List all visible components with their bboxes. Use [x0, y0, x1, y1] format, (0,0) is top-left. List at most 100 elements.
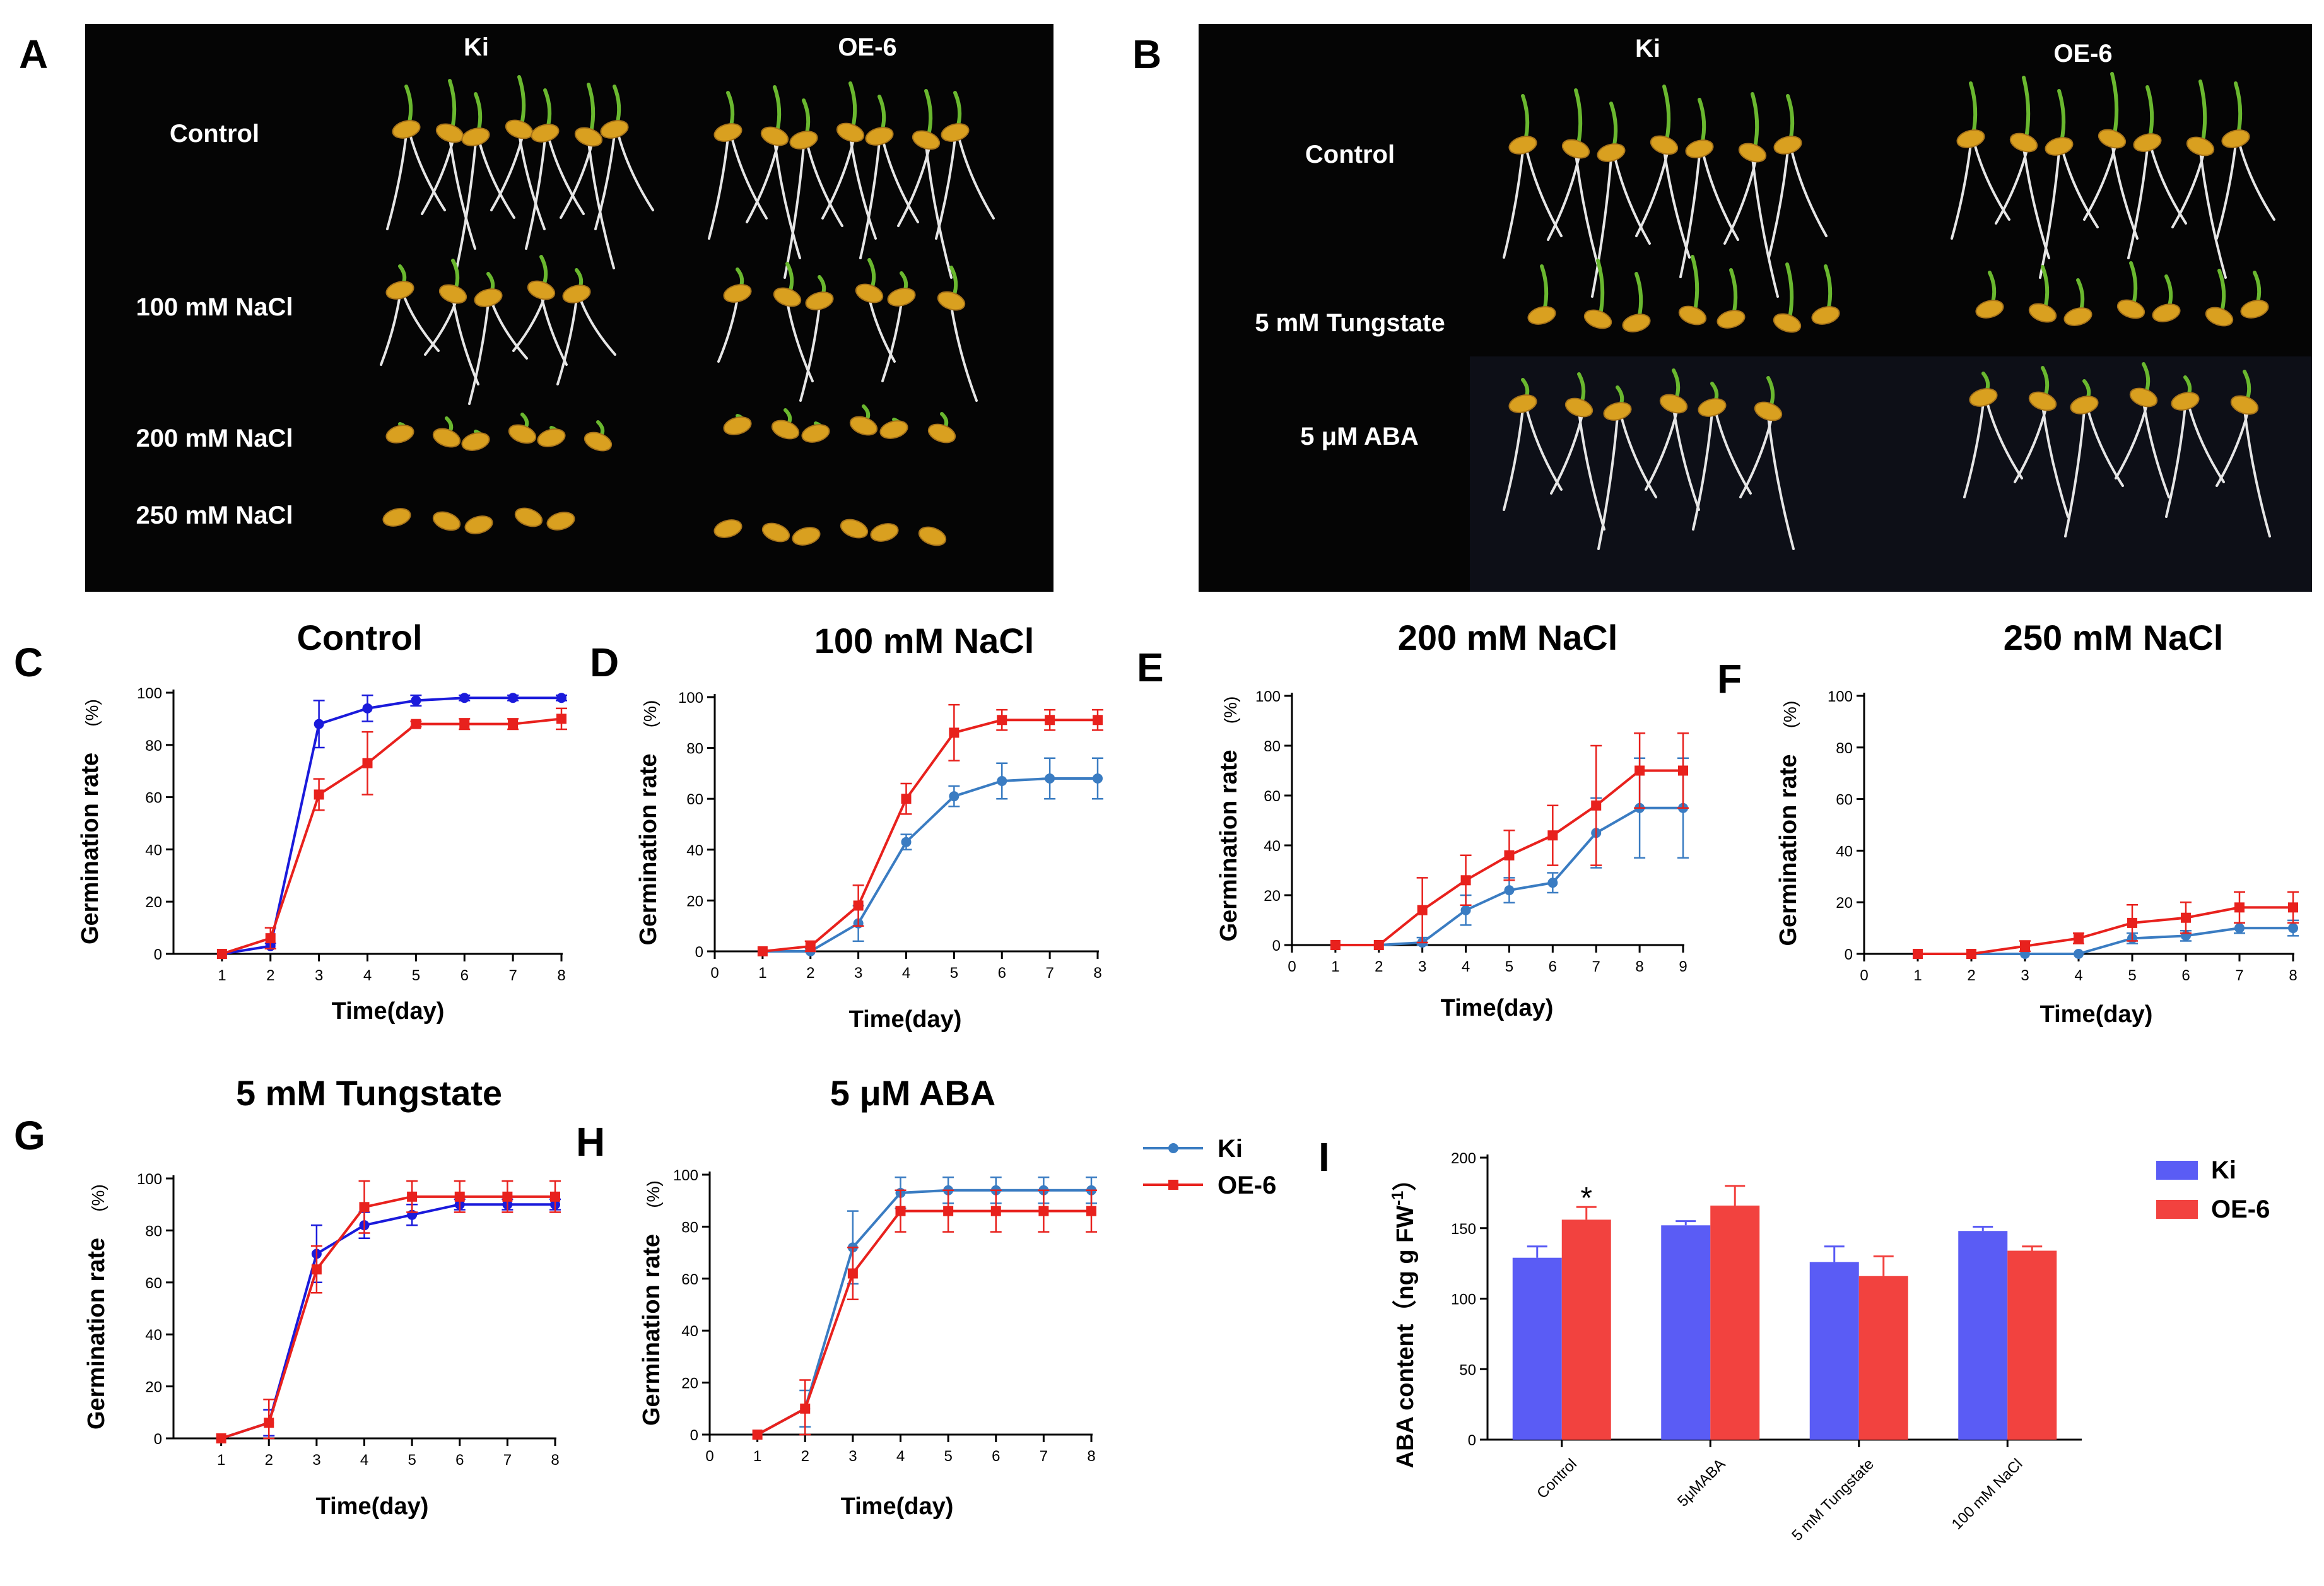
x-tick-label: 4 — [363, 967, 372, 984]
bar-oe-6 — [1858, 1276, 1908, 1440]
root-shape — [897, 144, 931, 227]
x-tick-label: 8 — [551, 1452, 559, 1469]
root-shape — [1635, 149, 1669, 237]
root-shape — [1614, 156, 1651, 245]
root-shape — [2199, 150, 2227, 279]
root-shape — [925, 144, 953, 279]
shoot-shape — [1969, 81, 1978, 136]
data-point — [362, 758, 373, 768]
seed-shape — [2205, 307, 2234, 327]
data-point — [2234, 923, 2245, 934]
legend-label: OE-6 — [1218, 1172, 1276, 1199]
data-point — [1093, 715, 1103, 725]
seed-shape — [2116, 299, 2145, 319]
x-tick-label: 7 — [2235, 967, 2243, 984]
root-shape — [2064, 409, 2086, 537]
data-point — [556, 693, 566, 703]
chart-f-250mm-nacl: 250 mM NaCl 0 20 40 60 80 100 0 1 2 3 4 5 6 7 8 Time(day… — [1775, 618, 2299, 1028]
shoot-shape — [2041, 265, 2050, 310]
root-shape — [1578, 411, 1605, 531]
x-axis-label: Time(day) — [841, 1493, 954, 1520]
panel-label-e: E — [1137, 645, 1164, 690]
data-point — [411, 719, 421, 729]
seed-shape — [2186, 136, 2215, 156]
seed-shape — [1811, 306, 1840, 325]
data-point — [1045, 715, 1055, 725]
category-label: 5μMABA — [1674, 1455, 1728, 1510]
seed-shape — [801, 424, 830, 443]
seed-shape — [432, 428, 461, 448]
seed-shape — [836, 122, 865, 143]
seed-shape — [1685, 139, 1714, 158]
root-shape — [1986, 401, 2023, 479]
seed-shape — [546, 512, 575, 531]
root-shape — [2062, 150, 2099, 228]
root-shape — [1679, 153, 1701, 278]
x-tick-label: 6 — [461, 967, 469, 984]
seed-shape — [385, 281, 414, 300]
x-tick-label: 4 — [896, 1448, 905, 1465]
bar-ki — [1661, 1225, 1711, 1440]
root-shape — [1503, 408, 1524, 511]
x-tick-label: 5 — [408, 1452, 416, 1469]
seed-shape — [1603, 402, 1632, 421]
y-tick-label: 20 — [1836, 895, 1853, 912]
series-ki — [216, 1198, 561, 1443]
root-shape — [958, 136, 995, 220]
y-axis-unit: (%) — [640, 700, 660, 728]
data-point — [943, 1206, 954, 1216]
y-axis-label: Germination rate — [77, 753, 103, 944]
y-axis-label-group: Germination rate (%) — [638, 1180, 665, 1426]
root-shape — [2243, 409, 2271, 537]
data-point — [2234, 902, 2245, 913]
y-tick-label: 100 — [1255, 688, 1281, 705]
series-oe-6 — [1330, 732, 1689, 950]
shoot-shape — [2198, 79, 2207, 143]
y-tick-label: 20 — [681, 1375, 698, 1392]
category-label: 5 mM Tungstate — [1788, 1455, 1877, 1544]
root-shape — [560, 141, 594, 219]
bar-oe-6 — [1561, 1219, 1611, 1440]
data-point — [1460, 905, 1471, 915]
root-shape — [468, 302, 490, 405]
x-tick-label: 3 — [315, 967, 323, 984]
root-shape — [1692, 411, 1713, 531]
root-shape — [1591, 156, 1612, 298]
root-shape — [1620, 415, 1657, 498]
root-shape — [2041, 405, 2069, 518]
root-shape — [409, 133, 446, 211]
seed-shape — [2070, 396, 2099, 414]
series-oe-6 — [216, 707, 567, 959]
data-point — [853, 900, 864, 911]
root-shape — [882, 140, 919, 223]
shoot-shape — [1751, 92, 1759, 150]
y-tick-label: 80 — [145, 737, 162, 755]
significance-marker: * — [1580, 1182, 1592, 1215]
data-point — [359, 1202, 370, 1213]
root-shape — [935, 136, 956, 240]
root-shape — [773, 140, 801, 259]
seed-shape — [1561, 139, 1590, 159]
data-point — [847, 1268, 858, 1279]
series-ki — [757, 757, 1103, 956]
y-tick-label: 0 — [154, 946, 162, 963]
y-axis-label: Germination rate — [83, 1238, 110, 1430]
seed-shape — [2221, 129, 2250, 148]
y-tick-label: 20 — [686, 893, 703, 910]
root-shape — [2083, 143, 2117, 221]
seed-shape — [2152, 303, 2181, 322]
root-shape — [421, 137, 455, 215]
data-point — [216, 1433, 226, 1443]
seed-shape — [723, 416, 752, 435]
y-tick-label: 40 — [1264, 838, 1281, 855]
legend-marker — [1168, 1180, 1178, 1190]
data-point — [1093, 773, 1103, 784]
series-line — [762, 719, 1098, 953]
seed-shape — [2009, 132, 2038, 153]
seed-shape — [392, 120, 421, 139]
y-tick-label: 80 — [1264, 738, 1281, 755]
data-point — [2074, 949, 2084, 959]
root-shape — [2039, 150, 2060, 279]
seed-shape — [600, 120, 629, 139]
seed-shape — [2133, 133, 2162, 152]
